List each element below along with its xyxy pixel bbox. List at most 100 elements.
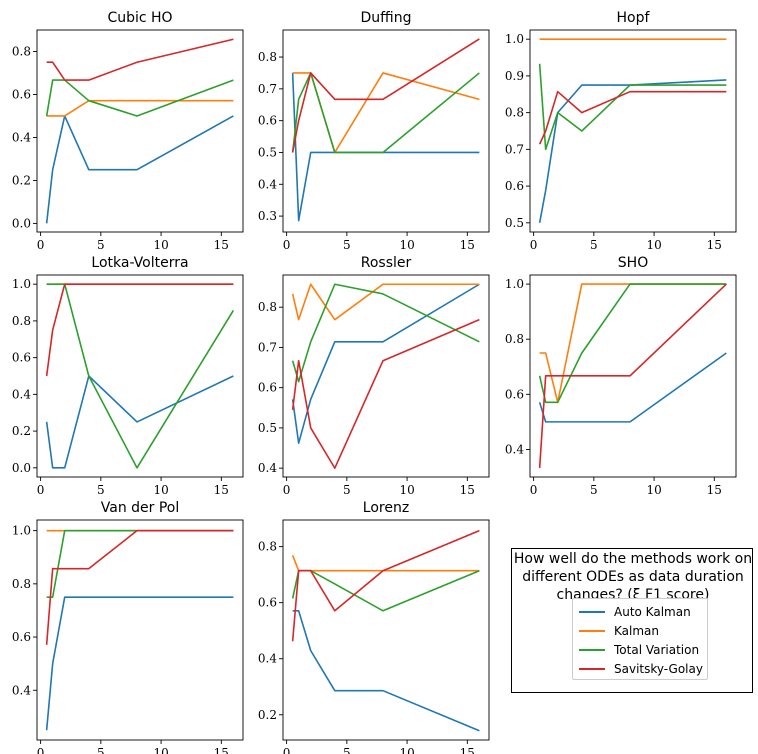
legend-label-savitsky-golay: Savitsky-Golay bbox=[614, 661, 703, 676]
y-tick-label: 0.8 bbox=[12, 314, 31, 328]
series-line-auto-kalman bbox=[45, 375, 234, 469]
y-tick-label: 0.4 bbox=[12, 683, 31, 697]
x-tick-label: 10 bbox=[399, 483, 414, 497]
x-tick-label: 0 bbox=[37, 238, 45, 252]
y-tick-label: 0.6 bbox=[505, 179, 524, 193]
x-tick-label: 15 bbox=[460, 746, 475, 754]
y-tick-label: 1.0 bbox=[12, 277, 31, 291]
panel-sho: SHO 0 5 10 15 0.4 0.6 0.8 1.0 bbox=[505, 255, 737, 497]
x-tick-label: 10 bbox=[399, 238, 414, 252]
x-tick-label: 5 bbox=[97, 238, 105, 252]
y-tick-label: 0.6 bbox=[505, 387, 524, 401]
x-tick-label: 5 bbox=[590, 238, 598, 252]
series-line-total-variation bbox=[291, 72, 480, 154]
series-line-savitsky-golay bbox=[45, 529, 234, 645]
y-tick-label: 0.5 bbox=[505, 216, 524, 230]
x-tick-label: 10 bbox=[153, 238, 168, 252]
plot-frame bbox=[282, 274, 490, 478]
y-tick-label: 0.5 bbox=[258, 145, 277, 159]
x-tick-label: 15 bbox=[707, 238, 722, 252]
panel-van-der-pol: Van der Pol 0 5 10 15 0.4 0.6 0.8 1.0 bbox=[12, 500, 244, 754]
panel-title: Lorenz bbox=[363, 500, 409, 516]
panel-duffing: Duffing 0 5 10 15 0.3 0.4 0.5 0.6 0.7 0.8 bbox=[258, 10, 490, 252]
x-tick-label: 0 bbox=[283, 483, 291, 497]
panel-lotka-volterra: Lotka-Volterra 0 5 10 15 0.0 0.2 0.4 0.6 0.8 1.0 bbox=[12, 255, 244, 497]
legend-item-total-variation: Total Variation bbox=[579, 640, 707, 659]
panel-title: Lotka-Volterra bbox=[91, 255, 188, 271]
series-line-total-variation bbox=[291, 569, 480, 612]
series-line-total-variation bbox=[538, 283, 727, 404]
series-line-kalman bbox=[539, 283, 727, 404]
series-line-savitsky-golay bbox=[46, 38, 234, 81]
y-tick-label: 0.8 bbox=[12, 44, 31, 58]
series-line-kalman bbox=[46, 99, 234, 117]
x-tick-label: 5 bbox=[343, 483, 351, 497]
y-tick-label: 1.0 bbox=[505, 277, 524, 291]
x-tick-label: 5 bbox=[343, 746, 351, 754]
series-line-total-variation bbox=[46, 529, 234, 598]
series-line-savitsky-golay bbox=[291, 529, 480, 642]
info-title: How well do the methods work on differen… bbox=[512, 550, 754, 604]
x-tick-label: 10 bbox=[399, 746, 414, 754]
panel-title: Rossler bbox=[361, 255, 412, 271]
x-tick-label: 15 bbox=[460, 238, 475, 252]
plot-frame bbox=[36, 29, 244, 233]
y-tick-label: 0.8 bbox=[505, 106, 524, 120]
y-tick-label: 0.2 bbox=[12, 173, 31, 187]
legend-item-kalman: Kalman bbox=[579, 621, 707, 640]
y-tick-label: 0.4 bbox=[12, 130, 31, 144]
x-tick-label: 15 bbox=[214, 238, 229, 252]
panel-rossler: Rossler 0 5 10 15 0.4 0.5 0.6 0.7 0.8 bbox=[258, 255, 490, 497]
info-title-line-2: different ODEs as data duration bbox=[522, 569, 744, 585]
series-line-auto-kalman bbox=[45, 115, 234, 224]
y-tick-label: 1.0 bbox=[12, 524, 31, 538]
legend-item-savitsky-golay: Savitsky-Golay bbox=[579, 659, 707, 678]
x-tick-label: 15 bbox=[707, 483, 722, 497]
y-tick-label: 1.0 bbox=[505, 32, 524, 46]
series-line-auto-kalman bbox=[538, 352, 727, 423]
legend-label-total-variation: Total Variation bbox=[614, 642, 700, 657]
y-tick-label: 0.4 bbox=[505, 442, 524, 456]
y-tick-label: 0.4 bbox=[258, 177, 277, 191]
y-tick-label: 0.8 bbox=[258, 50, 277, 64]
x-tick-label: 5 bbox=[97, 483, 105, 497]
x-tick-label: 15 bbox=[460, 483, 475, 497]
plot-frame bbox=[36, 519, 244, 741]
legend: Auto Kalman Kalman Total Variation Savit… bbox=[572, 598, 708, 680]
series-line-auto-kalman bbox=[291, 72, 480, 222]
x-tick-label: 10 bbox=[153, 746, 168, 754]
y-tick-label: 0.0 bbox=[12, 461, 31, 475]
y-tick-label: 0.5 bbox=[258, 421, 277, 435]
series-line-total-variation bbox=[46, 283, 235, 469]
series-line-kalman bbox=[291, 555, 480, 572]
series-line-savitsky-golay bbox=[538, 283, 727, 468]
y-tick-label: 0.4 bbox=[12, 387, 31, 401]
x-tick-label: 0 bbox=[530, 238, 538, 252]
y-tick-label: 0.7 bbox=[258, 340, 277, 354]
y-tick-label: 0.9 bbox=[505, 69, 524, 83]
series-line-savitsky-golay bbox=[45, 283, 234, 377]
plot-frame bbox=[282, 519, 490, 741]
y-tick-label: 0.4 bbox=[258, 652, 277, 666]
panel-title: Van der Pol bbox=[101, 500, 180, 516]
y-tick-label: 0.6 bbox=[12, 630, 31, 644]
series-line-savitsky-golay bbox=[538, 90, 727, 145]
y-tick-label: 0.8 bbox=[12, 577, 31, 591]
y-tick-label: 0.6 bbox=[12, 351, 31, 365]
legend-swatch-kalman bbox=[579, 629, 605, 632]
x-tick-label: 15 bbox=[214, 746, 229, 754]
x-tick-label: 5 bbox=[343, 238, 351, 252]
y-tick-label: 0.7 bbox=[505, 142, 524, 156]
panel-lorenz: Lorenz 0 5 10 15 0.2 0.4 0.6 0.8 bbox=[258, 500, 490, 754]
legend-swatch-auto-kalman bbox=[579, 610, 605, 613]
panel-cubic-ho: Cubic HO 0 5 10 15 0.0 0.2 0.4 0.6 0.8 bbox=[12, 10, 244, 252]
legend-label-kalman: Kalman bbox=[614, 623, 659, 638]
series-line-auto-kalman bbox=[538, 79, 727, 223]
series-line-total-variation bbox=[45, 79, 234, 117]
x-tick-label: 15 bbox=[214, 483, 229, 497]
y-tick-label: 0.8 bbox=[258, 300, 277, 314]
legend-swatch-total-variation bbox=[579, 648, 605, 651]
series-line-auto-kalman bbox=[292, 609, 480, 732]
y-tick-label: 0.4 bbox=[258, 461, 277, 475]
x-tick-label: 5 bbox=[97, 746, 105, 754]
